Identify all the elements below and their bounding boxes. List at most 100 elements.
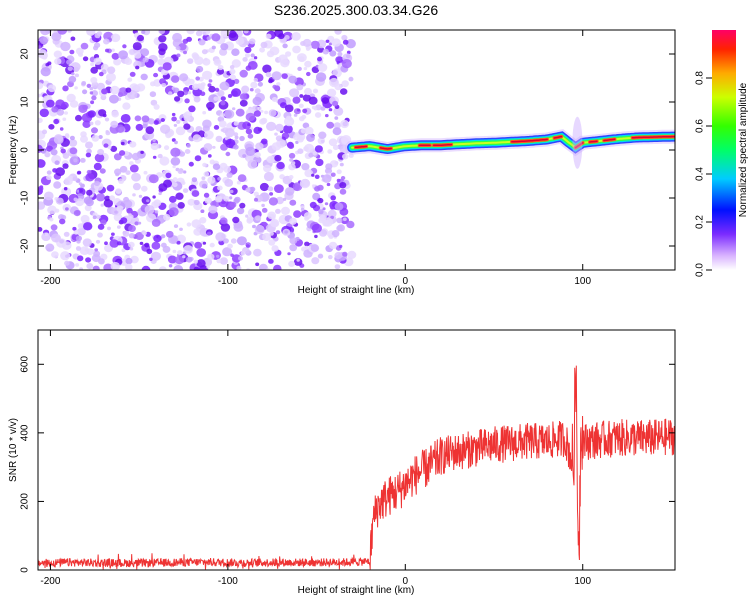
noise-speckle <box>216 136 223 142</box>
spectrogram-x-tick-label: -100 <box>218 276 238 287</box>
noise-speckle <box>334 28 341 35</box>
noise-speckle <box>41 67 51 76</box>
noise-speckle <box>132 153 140 161</box>
noise-speckle <box>224 110 234 119</box>
noise-speckle <box>301 163 309 170</box>
noise-speckle <box>183 123 190 129</box>
noise-speckle <box>284 35 289 40</box>
noise-speckle <box>255 215 261 221</box>
noise-speckle <box>79 189 83 193</box>
noise-speckle <box>274 85 280 91</box>
noise-speckle <box>254 198 258 202</box>
noise-speckle <box>118 50 128 59</box>
noise-speckle <box>110 86 119 95</box>
noise-speckle <box>337 52 342 57</box>
noise-speckle <box>129 233 135 238</box>
noise-speckle <box>106 130 109 133</box>
noise-speckle <box>121 114 131 123</box>
noise-speckle <box>176 120 180 124</box>
noise-speckle <box>68 66 73 71</box>
noise-speckle <box>179 73 188 81</box>
noise-speckle <box>318 254 323 259</box>
noise-speckle <box>179 228 183 231</box>
noise-speckle <box>136 124 144 131</box>
noise-speckle <box>183 170 186 173</box>
noise-speckle <box>246 218 252 224</box>
noise-speckle <box>253 127 261 134</box>
noise-speckle <box>178 169 184 174</box>
noise-speckle <box>231 88 241 97</box>
noise-speckle <box>259 119 266 125</box>
noise-speckle <box>248 134 254 139</box>
noise-speckle <box>87 248 95 255</box>
noise-speckle <box>245 147 255 156</box>
noise-speckle <box>84 197 93 205</box>
noise-speckle <box>82 89 87 94</box>
noise-speckle <box>268 239 275 245</box>
noise-speckle <box>144 243 149 248</box>
noise-speckle <box>86 263 93 269</box>
noise-speckle <box>121 142 125 145</box>
noise-speckle <box>287 252 290 255</box>
noise-speckle <box>207 176 215 183</box>
noise-speckle <box>60 251 70 260</box>
noise-speckle <box>109 195 115 200</box>
noise-speckle <box>208 205 217 213</box>
noise-speckle <box>202 58 210 65</box>
noise-speckle <box>207 232 211 236</box>
noise-speckle <box>137 35 144 41</box>
noise-speckle <box>282 73 288 79</box>
noise-speckle <box>97 149 104 155</box>
noise-speckle <box>142 231 147 235</box>
noise-speckle <box>244 29 249 34</box>
noise-speckle <box>94 42 100 48</box>
noise-speckle <box>336 218 342 224</box>
noise-speckle <box>95 120 101 125</box>
noise-speckle <box>90 67 98 74</box>
noise-speckle <box>300 179 310 188</box>
noise-speckle <box>76 246 81 251</box>
noise-speckle <box>248 61 258 70</box>
noise-speckle <box>149 258 153 261</box>
noise-speckle <box>347 251 356 259</box>
noise-speckle <box>291 32 301 41</box>
noise-speckle <box>202 120 212 129</box>
noise-speckle <box>172 165 175 168</box>
noise-speckle <box>51 251 59 258</box>
noise-speckle <box>125 170 130 175</box>
noise-speckle <box>91 96 96 101</box>
noise-speckle <box>81 43 89 50</box>
noise-speckle <box>260 183 269 191</box>
noise-speckle <box>255 263 259 267</box>
noise-speckle <box>262 208 268 213</box>
noise-speckle <box>282 44 287 49</box>
noise-speckle <box>263 165 271 173</box>
noise-speckle <box>289 88 299 97</box>
noise-speckle <box>269 232 274 236</box>
noise-speckle <box>195 155 202 161</box>
noise-speckle <box>334 252 342 259</box>
noise-speckle <box>184 115 191 122</box>
noise-speckle <box>267 212 276 220</box>
colorbar-tick-label: 0.6 <box>695 119 706 133</box>
noise-speckle <box>238 256 243 261</box>
noise-speckle <box>176 54 180 58</box>
noise-speckle <box>293 210 301 218</box>
noise-speckle <box>230 190 234 194</box>
noise-speckle <box>143 57 149 62</box>
noise-speckle <box>208 154 212 158</box>
noise-speckle <box>100 168 106 173</box>
noise-speckle <box>297 259 300 262</box>
noise-speckle <box>53 119 59 124</box>
noise-speckle <box>191 219 201 228</box>
noise-speckle <box>304 144 314 153</box>
noise-speckle <box>328 235 333 240</box>
noise-speckle <box>255 143 263 151</box>
noise-speckle <box>304 67 308 70</box>
noise-speckle <box>170 148 180 157</box>
noise-speckle <box>312 184 315 187</box>
noise-speckle <box>266 157 271 161</box>
noise-speckle <box>166 231 174 238</box>
noise-speckle <box>99 72 104 76</box>
